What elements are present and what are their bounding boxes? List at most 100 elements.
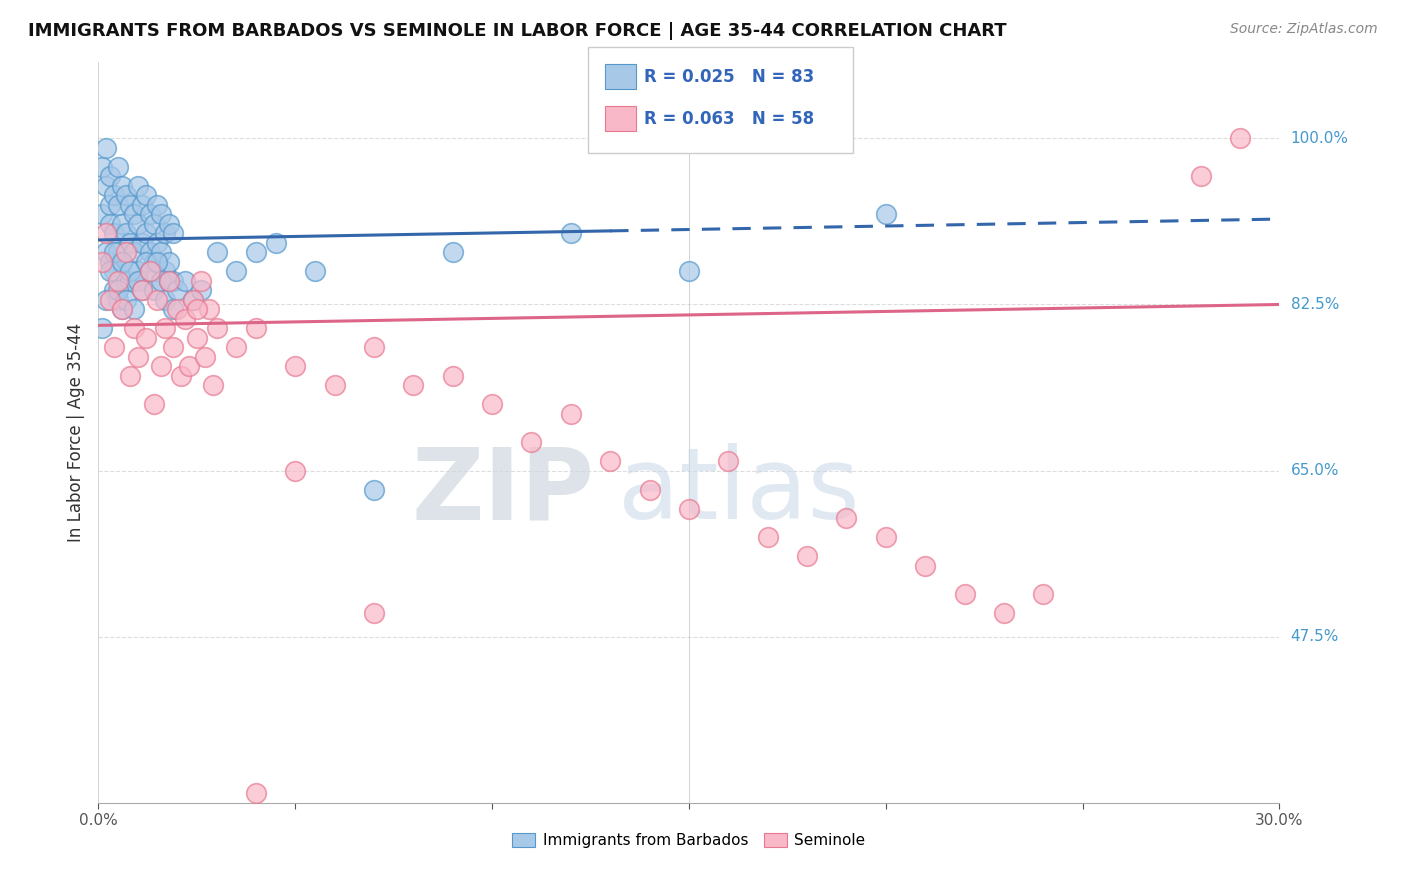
Legend: Immigrants from Barbados, Seminole: Immigrants from Barbados, Seminole xyxy=(506,827,872,855)
Point xyxy=(138,264,160,278)
Point xyxy=(717,454,740,468)
Point xyxy=(363,483,385,497)
Point xyxy=(107,160,129,174)
Point xyxy=(875,207,897,221)
Point xyxy=(111,178,134,193)
Point xyxy=(91,321,114,335)
Point xyxy=(135,331,157,345)
Point xyxy=(197,302,219,317)
Point xyxy=(127,264,149,278)
Point xyxy=(122,321,145,335)
Point xyxy=(138,207,160,221)
Point xyxy=(155,293,177,307)
Point xyxy=(96,227,118,241)
Point xyxy=(245,245,267,260)
Point xyxy=(150,359,173,374)
Point xyxy=(264,235,287,250)
Point xyxy=(205,245,228,260)
Point xyxy=(98,264,121,278)
Point xyxy=(284,359,307,374)
Point xyxy=(138,264,160,278)
Point xyxy=(993,606,1015,620)
Point xyxy=(166,302,188,317)
Text: ZIP: ZIP xyxy=(412,443,595,541)
Point xyxy=(96,141,118,155)
Point xyxy=(174,311,197,326)
Point xyxy=(98,198,121,212)
Point xyxy=(146,293,169,307)
Point xyxy=(181,293,204,307)
Point xyxy=(157,274,180,288)
Point xyxy=(1189,169,1212,184)
Y-axis label: In Labor Force | Age 35-44: In Labor Force | Age 35-44 xyxy=(66,323,84,542)
Point xyxy=(186,302,208,317)
Point xyxy=(638,483,661,497)
Point xyxy=(284,464,307,478)
Point xyxy=(96,178,118,193)
Point xyxy=(127,217,149,231)
Point xyxy=(135,254,157,268)
Point xyxy=(678,501,700,516)
Point xyxy=(111,217,134,231)
Point xyxy=(162,302,184,317)
Point xyxy=(115,293,138,307)
Point xyxy=(131,235,153,250)
Point xyxy=(756,530,779,544)
Point xyxy=(245,786,267,800)
Point xyxy=(190,274,212,288)
Point xyxy=(146,235,169,250)
Point xyxy=(107,245,129,260)
Point xyxy=(520,435,543,450)
Point xyxy=(103,264,125,278)
Point xyxy=(142,254,165,268)
Point xyxy=(166,283,188,297)
Point xyxy=(127,274,149,288)
Point xyxy=(135,227,157,241)
Point xyxy=(875,530,897,544)
Text: 65.0%: 65.0% xyxy=(1291,463,1339,478)
Point xyxy=(103,188,125,202)
Point xyxy=(155,321,177,335)
Point xyxy=(796,549,818,563)
Point xyxy=(111,254,134,268)
Point xyxy=(205,321,228,335)
Point xyxy=(131,198,153,212)
Point xyxy=(157,254,180,268)
Point xyxy=(177,359,200,374)
Point xyxy=(190,283,212,297)
Point xyxy=(157,217,180,231)
Point xyxy=(115,274,138,288)
Point xyxy=(103,245,125,260)
Point xyxy=(181,293,204,307)
Point xyxy=(138,245,160,260)
Point xyxy=(146,254,169,268)
Point xyxy=(118,235,141,250)
Text: 100.0%: 100.0% xyxy=(1291,131,1348,146)
Point xyxy=(98,169,121,184)
Point xyxy=(155,227,177,241)
Point xyxy=(245,321,267,335)
Point xyxy=(162,227,184,241)
Point xyxy=(115,188,138,202)
Point xyxy=(678,264,700,278)
Point xyxy=(150,207,173,221)
Point xyxy=(91,254,114,268)
Point xyxy=(103,340,125,354)
Point xyxy=(103,227,125,241)
Point xyxy=(107,293,129,307)
Point xyxy=(122,302,145,317)
Point xyxy=(186,331,208,345)
Point xyxy=(118,264,141,278)
Point xyxy=(98,217,121,231)
Point xyxy=(150,245,173,260)
Point xyxy=(118,274,141,288)
Point xyxy=(111,302,134,317)
Point xyxy=(441,368,464,383)
Point xyxy=(914,558,936,573)
Text: R = 0.063   N = 58: R = 0.063 N = 58 xyxy=(644,110,814,128)
Point xyxy=(111,302,134,317)
Point xyxy=(111,254,134,268)
Point xyxy=(441,245,464,260)
Point xyxy=(96,293,118,307)
Point xyxy=(91,160,114,174)
